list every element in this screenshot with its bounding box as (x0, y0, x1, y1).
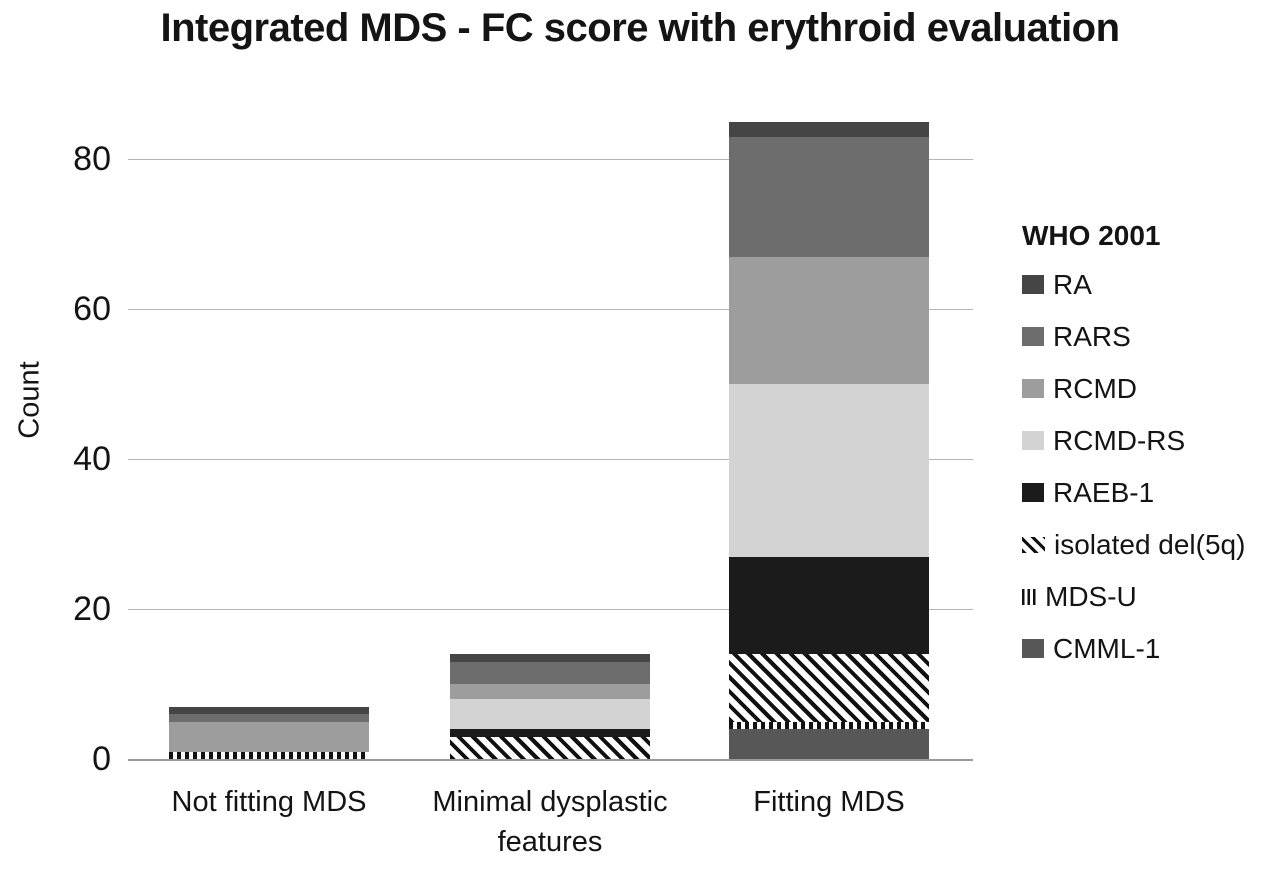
gridline-40 (128, 459, 973, 460)
legend-title: WHO 2001 (1022, 220, 1161, 251)
bar-1-segment-ra (169, 706, 369, 714)
bar-1-segment-mds-u (169, 751, 369, 759)
legend-label: CMML-1 (1053, 632, 1161, 664)
legend: WHO 2001 RA RARS RCMD RCMD-RS RAEB-1 isolated… (1022, 220, 1278, 682)
legend-label: RARS (1053, 320, 1131, 352)
legend-swatch-solid-icon (1022, 431, 1044, 450)
legend-swatch-solid-icon (1022, 483, 1044, 502)
legend-label: RCMD (1053, 372, 1137, 404)
legend-swatch-solid-icon (1022, 639, 1044, 658)
x-tick-label-3: Fitting MDS (753, 786, 905, 818)
legend-swatch-solid-icon (1022, 275, 1044, 294)
y-tick-label-60: 60 (73, 290, 111, 328)
legend-label: RCMD-RS (1053, 424, 1186, 456)
legend-items: RA RARS RCMD RCMD-RS RAEB-1 isolated del(5q) M… (1022, 266, 1278, 667)
y-tick-label-20: 20 (73, 590, 111, 628)
legend-swatch-solid-icon (1022, 379, 1044, 398)
bar-2-segment-rars (450, 661, 650, 684)
legend-item-rars: RARS (1022, 318, 1278, 355)
legend-label: MDS-U (1045, 580, 1137, 612)
y-axis-title: Count (13, 361, 46, 439)
bar-2-segment-ra (450, 654, 650, 662)
bar-3-segment-rcmd-rs (729, 384, 929, 557)
x-tick-label-2: Minimal dysplastic features (432, 786, 668, 858)
bar-3-segment-isolated-del-5q- (729, 654, 929, 722)
legend-item-rcmd-rs: RCMD-RS (1022, 422, 1278, 459)
legend-label: RA (1053, 268, 1092, 300)
legend-item-ra: RA (1022, 266, 1278, 303)
legend-label: isolated del(5q) (1054, 528, 1246, 560)
bar-2-segment-rcmd-rs (450, 699, 650, 729)
legend-item-rcmd: RCMD (1022, 370, 1278, 407)
legend-swatch-hatch-icon (1022, 536, 1045, 553)
chart-title: Integrated MDS - FC score with erythroid… (160, 6, 1120, 50)
gridline-80 (128, 159, 973, 160)
bar-3-segment-ra (729, 121, 929, 137)
legend-item-isolated-del-5q-: isolated del(5q) (1022, 526, 1278, 563)
x-tick-label-1: Not fitting MDS (171, 786, 367, 818)
legend-item-raeb-1: RAEB-1 (1022, 474, 1278, 511)
bar-2-segment-rcmd (450, 684, 650, 699)
gridline-20 (128, 609, 973, 610)
bar-3-segment-raeb-1 (729, 556, 929, 654)
bar-3-segment-mds-u (729, 721, 929, 729)
bar-3-segment-rars (729, 136, 929, 257)
legend-item-mds-u: MDS-U (1022, 578, 1278, 615)
legend-label: RAEB-1 (1053, 476, 1155, 508)
legend-swatch-solid-icon (1022, 327, 1044, 346)
legend-item-cmml-1: CMML-1 (1022, 630, 1278, 667)
bar-3-segment-rcmd (729, 256, 929, 384)
legend-swatch-stripes-icon (1022, 588, 1036, 605)
bar-2-segment-raeb-1 (450, 729, 650, 737)
bar-3-segment-cmml-1 (729, 729, 929, 759)
bar-2-segment-isolated-del-5q- (450, 736, 650, 759)
bar-1-segment-rcmd (169, 721, 369, 752)
y-tick-label-40: 40 (73, 440, 111, 478)
x-axis-line (128, 759, 973, 761)
bar-1-segment-rars (169, 714, 369, 722)
y-tick-label-80: 80 (73, 140, 111, 178)
y-tick-label-0: 0 (92, 740, 111, 778)
gridline-60 (128, 309, 973, 310)
